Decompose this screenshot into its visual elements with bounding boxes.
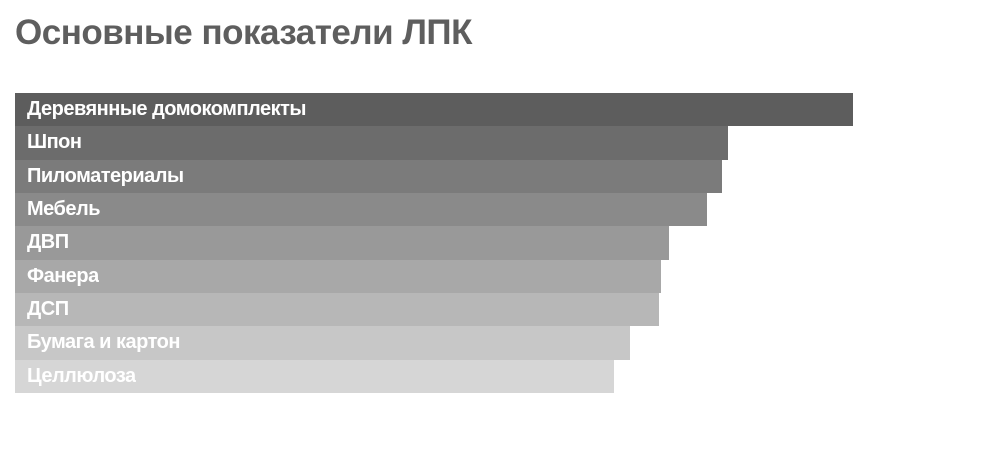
bar-row: Целлюлоза — [15, 359, 614, 393]
bar-row: Бумага и картон — [15, 326, 630, 360]
bar-row: ДСП — [15, 292, 659, 327]
bar-label: Целлюлоза — [27, 364, 136, 387]
bar-row: Шпон — [15, 126, 728, 160]
bar-label: Бумага и картон — [27, 331, 180, 354]
bar-row: Мебель — [15, 192, 707, 227]
bar-label: ДВП — [27, 231, 69, 254]
chart-title: Основные показатели ЛПК — [15, 13, 472, 52]
bar-label: ДСП — [27, 298, 69, 321]
bar-row: Фанера — [15, 259, 661, 293]
bar-label: Шпон — [27, 131, 82, 154]
bar-label: Фанера — [27, 264, 99, 287]
bar-row: Пиломатериалы — [15, 159, 722, 193]
bar-label: Деревянные домокомплекты — [27, 98, 306, 121]
bar-row: Деревянные домокомплекты — [15, 93, 853, 127]
bar-label: Мебель — [27, 198, 100, 221]
bar-row: ДВП — [15, 226, 669, 260]
bar-chart: Деревянные домокомплекты Шпон Пиломатериал… — [15, 93, 1000, 393]
bar-label: Пиломатериалы — [27, 164, 184, 187]
